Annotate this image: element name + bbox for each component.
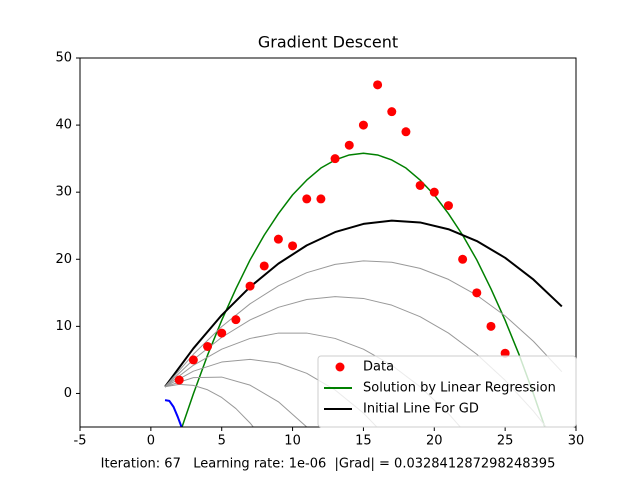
legend-marker (335, 362, 345, 372)
y-tick-label: 50 (55, 51, 72, 66)
x-tick-label: 5 (218, 434, 226, 449)
data-point (415, 180, 425, 190)
series-line (164, 260, 563, 388)
x-tick-label: 10 (284, 434, 301, 449)
y-tick-label: 0 (64, 386, 72, 401)
data-point (245, 281, 255, 291)
axes: -5 0 5 10 15 20 25 30 0 10 20 30 40 50 (55, 51, 584, 449)
legend-label: Solution by Linear Regression (363, 381, 556, 396)
data-point (358, 120, 368, 130)
y-tick-label: 40 (55, 118, 72, 133)
x-tick-label: 20 (426, 434, 443, 449)
x-tick-label: 15 (355, 434, 372, 449)
data-point (486, 321, 496, 331)
plot-area (164, 80, 563, 427)
legend: Data Solution by Linear Regression Initial… (317, 355, 577, 428)
data-point (203, 341, 213, 351)
data-point (429, 187, 439, 197)
legend-box (317, 355, 577, 428)
x-tick-label: 0 (147, 434, 155, 449)
legend-label: Data (363, 360, 394, 375)
data-point (401, 127, 411, 137)
data-point (443, 201, 453, 211)
data-point (231, 315, 241, 325)
data-point (387, 107, 397, 117)
x-tick-label: -5 (74, 434, 87, 449)
data-point (174, 375, 184, 385)
series-line (164, 219, 563, 388)
series-line (164, 399, 183, 427)
data-point (217, 328, 227, 338)
data-point (344, 140, 354, 150)
data-point (330, 154, 340, 164)
legend-label: Initial Line For GD (363, 402, 479, 417)
data-point (302, 194, 312, 204)
data-point (458, 254, 468, 264)
data-point (500, 348, 510, 358)
data-point (373, 80, 383, 90)
y-tick-label: 30 (55, 185, 72, 200)
data-point (188, 355, 198, 365)
data-point (259, 261, 269, 271)
x-axis-label: Iteration: 67 Learning rate: 1e-06 |Grad… (101, 457, 556, 472)
series-line (164, 383, 254, 427)
data-point (472, 288, 482, 298)
series-line (181, 152, 546, 427)
series-line (164, 376, 308, 427)
x-tick-label: 30 (568, 434, 585, 449)
chart-title: Gradient Descent (258, 33, 398, 52)
data-point (316, 194, 326, 204)
y-tick-label: 20 (55, 252, 72, 267)
x-tick-label: 25 (497, 434, 514, 449)
data-point (288, 241, 298, 251)
data-point (273, 234, 283, 244)
y-tick-label: 10 (55, 319, 72, 334)
